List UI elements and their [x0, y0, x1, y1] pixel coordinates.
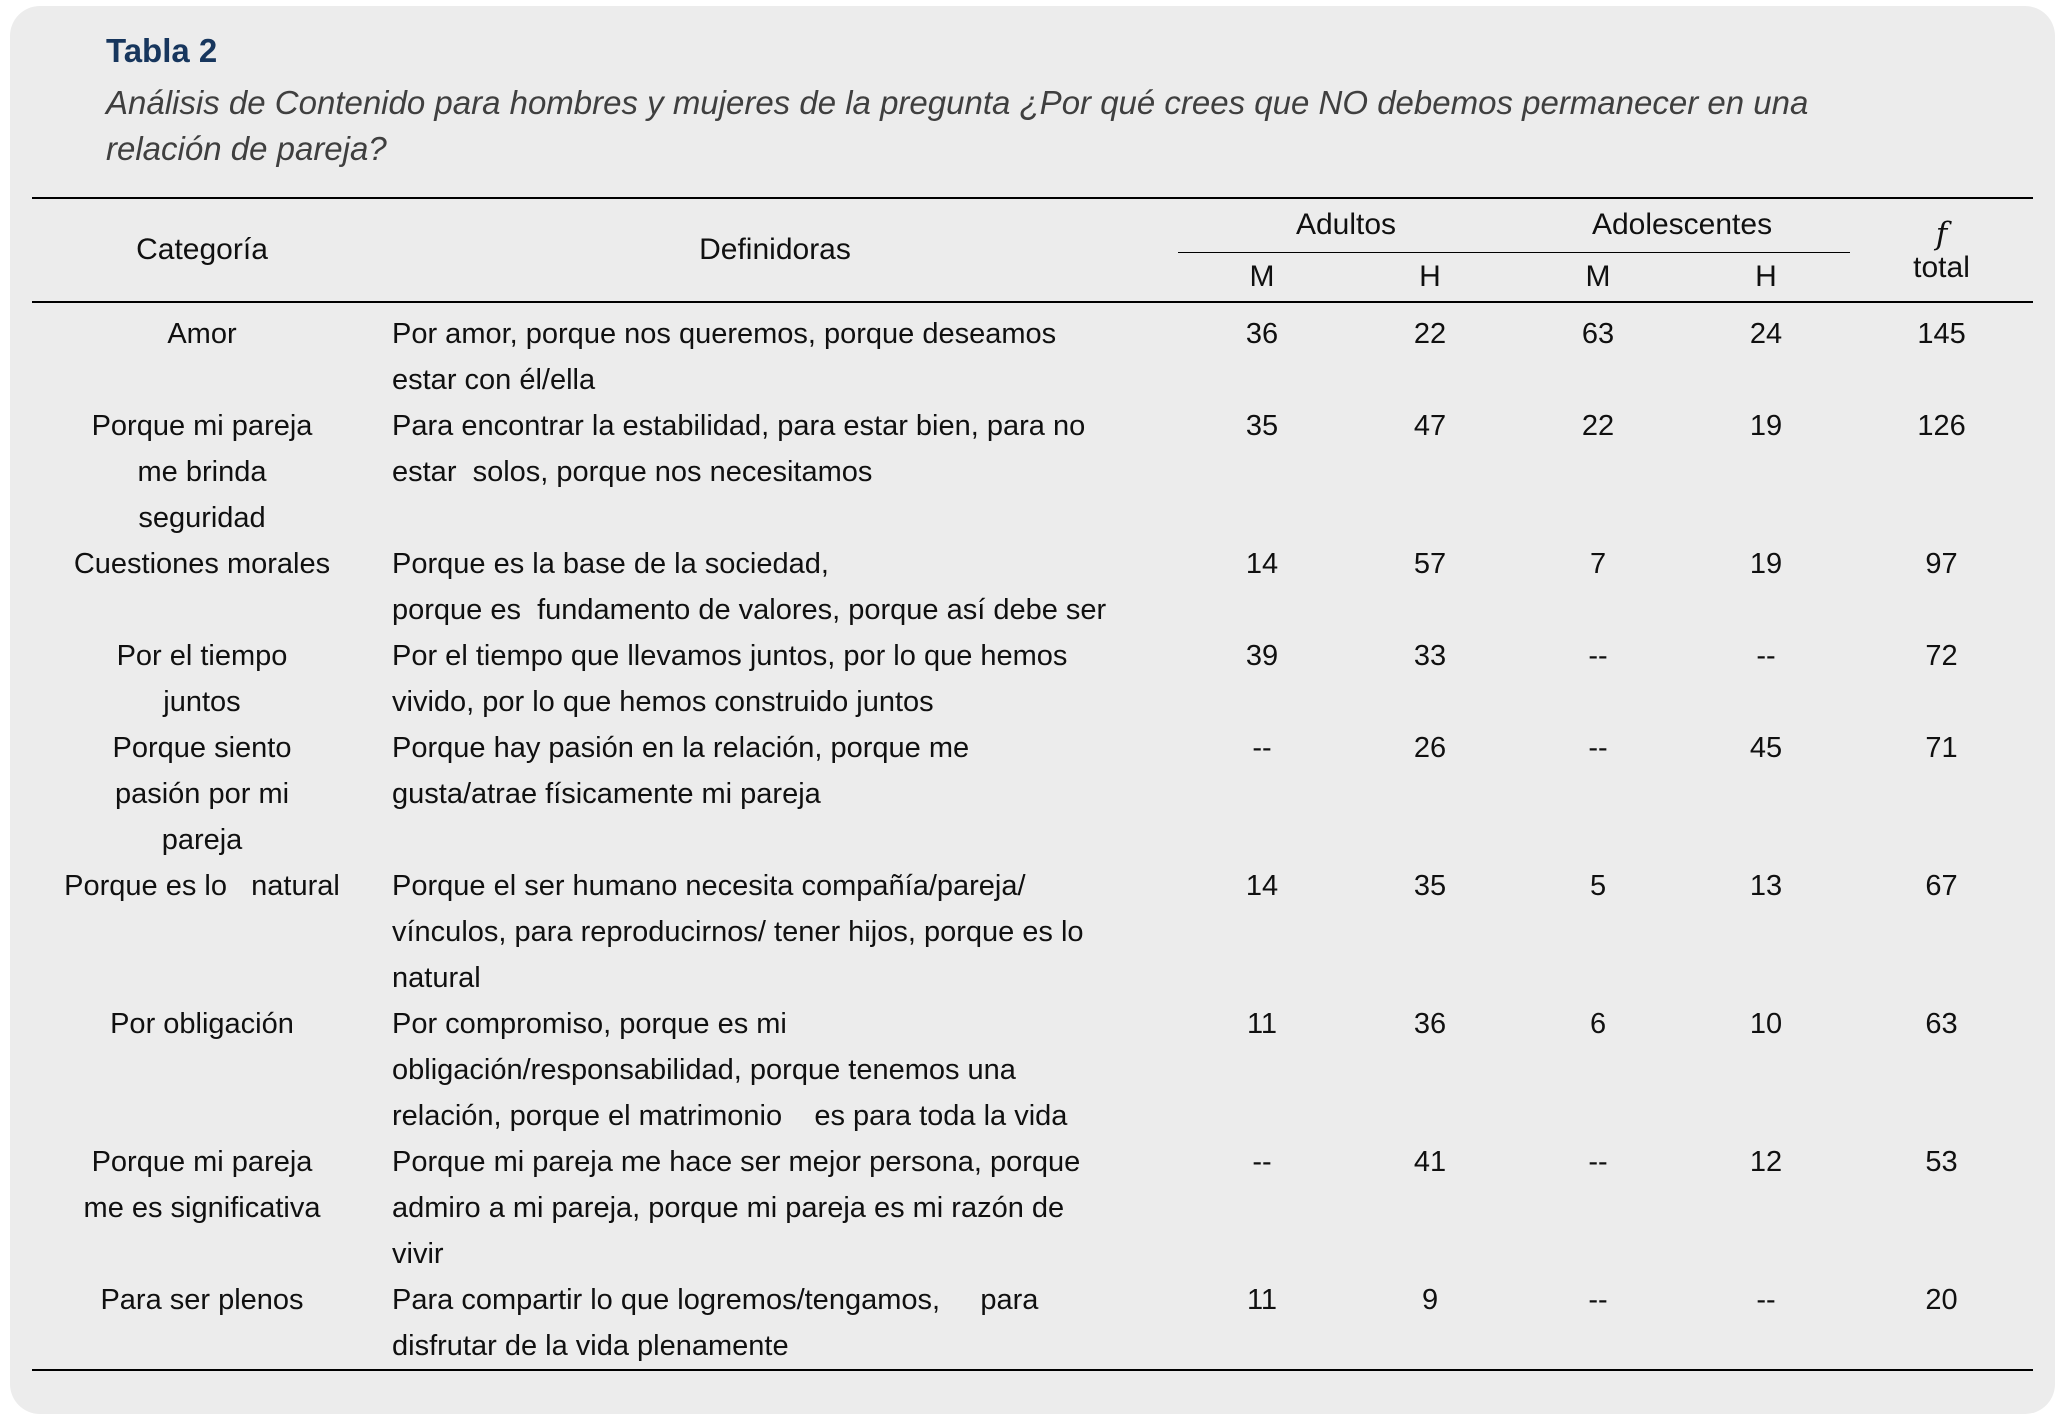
cell-adultos-m: 36	[1245, 318, 1279, 351]
cell-categoria: Porque es lo natural	[64, 870, 340, 903]
cell-f-total: 97	[1925, 548, 1958, 581]
cell-f-total: 145	[1917, 318, 1966, 351]
cell-adolescentes-m: --	[1588, 640, 1608, 673]
cell-definidoras: Porque el ser humano necesita compañía/p…	[392, 870, 1084, 995]
subcol-header-h-adolescentes: H	[1682, 252, 1851, 304]
cell-f-total: 53	[1925, 1146, 1958, 1179]
cell-adultos-h: 9	[1421, 1284, 1439, 1317]
cell-categoria: Para ser plenos	[100, 1284, 304, 1317]
col-header-definidoras: Definidoras	[372, 198, 1178, 304]
subcol-header-m-adolescentes: M	[1514, 252, 1683, 304]
table-row: Porque mi pareja me brinda seguridad Par…	[32, 403, 2033, 541]
cell-adolescentes-h: 19	[1749, 410, 1783, 443]
cell-adolescentes-m: 7	[1589, 548, 1607, 581]
cell-adultos-h: 33	[1413, 640, 1447, 673]
cell-adolescentes-h: 12	[1749, 1146, 1783, 1179]
cell-adultos-h: 47	[1413, 410, 1447, 443]
cell-adolescentes-m: 63	[1581, 318, 1615, 351]
table-card: Tabla 2 Análisis de Contenido para hombr…	[10, 6, 2055, 1414]
table-row: Porque mi pareja me es significativa Por…	[32, 1139, 2033, 1277]
table-row: Cuestiones morales Porque es la base de …	[32, 541, 2033, 633]
cell-adultos-h: 35	[1413, 870, 1447, 903]
cell-adultos-m: --	[1252, 1146, 1272, 1179]
cell-categoria: Porque siento pasión por mi pareja	[112, 732, 292, 857]
cell-adolescentes-h: 13	[1749, 870, 1783, 903]
cell-categoria: Por obligación	[110, 1008, 294, 1041]
col-header-f-total: f total	[1850, 198, 2034, 304]
cell-definidoras: Porque mi pareja me hace ser mejor perso…	[392, 1146, 1081, 1271]
cell-adolescentes-m: --	[1588, 1284, 1608, 1317]
table-caption: Análisis de Contenido para hombres y muj…	[106, 84, 1809, 167]
cell-adultos-m: 11	[1246, 1284, 1278, 1317]
f-symbol: f	[1935, 215, 1948, 252]
cell-adultos-m: 39	[1245, 640, 1279, 673]
cell-adultos-h: 26	[1413, 732, 1447, 765]
header-group-row: Categoría Definidoras Adultos Adolescent…	[32, 198, 2034, 304]
table-row: Por el tiempo juntos Por el tiempo que l…	[32, 633, 2033, 725]
cell-definidoras: Por compromiso, porque es mi obligación/…	[392, 1008, 1068, 1133]
total-label: total	[1913, 250, 1970, 284]
table-row: Para ser plenos Para compartir lo que lo…	[32, 1277, 2033, 1370]
cell-f-total: 20	[1925, 1284, 1958, 1317]
header-subcolumn-row: M H M H	[32, 252, 2033, 304]
cell-f-total: 63	[1925, 1008, 1958, 1041]
cell-adolescentes-m: 6	[1589, 1008, 1607, 1041]
cell-f-total: 72	[1925, 640, 1958, 673]
cell-adolescentes-h: --	[1756, 640, 1776, 673]
table-row: Porque es lo natural Porque el ser human…	[32, 863, 2033, 1001]
cell-adultos-h: 41	[1413, 1146, 1447, 1179]
cell-f-total: 126	[1917, 410, 1966, 443]
subcol-header-m-adultos: M	[1178, 252, 1346, 304]
cell-adultos-m: 14	[1245, 870, 1279, 903]
cell-definidoras: Para compartir lo que logremos/tengamos,…	[392, 1284, 1039, 1363]
cell-adultos-h: 36	[1413, 1008, 1447, 1041]
table-row: Porque siento pasión por mi pareja Porqu…	[32, 725, 2033, 863]
cell-adultos-h: 22	[1413, 318, 1447, 351]
cell-adolescentes-m: --	[1588, 1146, 1608, 1179]
cell-adolescentes-h: 19	[1749, 548, 1783, 581]
cell-adolescentes-m: --	[1588, 732, 1608, 765]
cell-categoria: Por el tiempo juntos	[116, 640, 288, 719]
cell-definidoras: Porque hay pasión en la relación, porque…	[392, 732, 970, 811]
content-table: Categoría Definidoras Adultos Adolescent…	[32, 197, 2034, 1372]
cell-categoria: Porque mi pareja me brinda seguridad	[91, 410, 313, 535]
cell-definidoras: Por amor, porque nos queremos, porque de…	[392, 318, 1057, 397]
cell-adolescentes-m: 22	[1581, 410, 1615, 443]
cell-f-total: 67	[1925, 870, 1958, 903]
cell-adultos-m: 35	[1245, 410, 1279, 443]
cell-adolescentes-h: 45	[1749, 732, 1783, 765]
cell-categoria: Porque mi pareja me es significativa	[83, 1146, 321, 1225]
cell-adolescentes-m: 5	[1589, 870, 1607, 903]
cell-adolescentes-h: --	[1756, 1284, 1776, 1317]
cell-definidoras: Por el tiempo que llevamos juntos, por l…	[392, 640, 1068, 719]
cell-definidoras: Porque es la base de la sociedad, porque…	[392, 548, 1107, 627]
table-row: Por obligación Por compromiso, porque es…	[32, 1001, 2033, 1139]
cell-adolescentes-h: 24	[1749, 318, 1783, 351]
cell-categoria: Cuestiones morales	[73, 548, 331, 581]
cell-categoria: Amor	[167, 318, 237, 351]
cell-adultos-m: 11	[1246, 1008, 1278, 1041]
cell-f-total: 71	[1925, 732, 1958, 765]
table-heading: Tabla 2 Análisis de Contenido para hombr…	[10, 6, 2055, 171]
cell-adolescentes-h: 10	[1749, 1008, 1783, 1041]
group-header-adolescentes: Adolescentes	[1514, 198, 1851, 253]
col-header-categoria: Categoría	[32, 198, 372, 304]
cell-adultos-m: --	[1252, 732, 1272, 765]
cell-adultos-m: 14	[1245, 548, 1279, 581]
group-header-adultos: Adultos	[1178, 198, 1515, 253]
cell-adultos-h: 57	[1413, 548, 1447, 581]
table-row: Amor Por amor, porque nos queremos, porq…	[32, 302, 2033, 403]
table-title: Tabla 2	[106, 32, 218, 69]
subcol-header-h-adultos: H	[1346, 252, 1515, 304]
cell-definidoras: Para encontrar la estabilidad, para esta…	[392, 410, 1086, 489]
